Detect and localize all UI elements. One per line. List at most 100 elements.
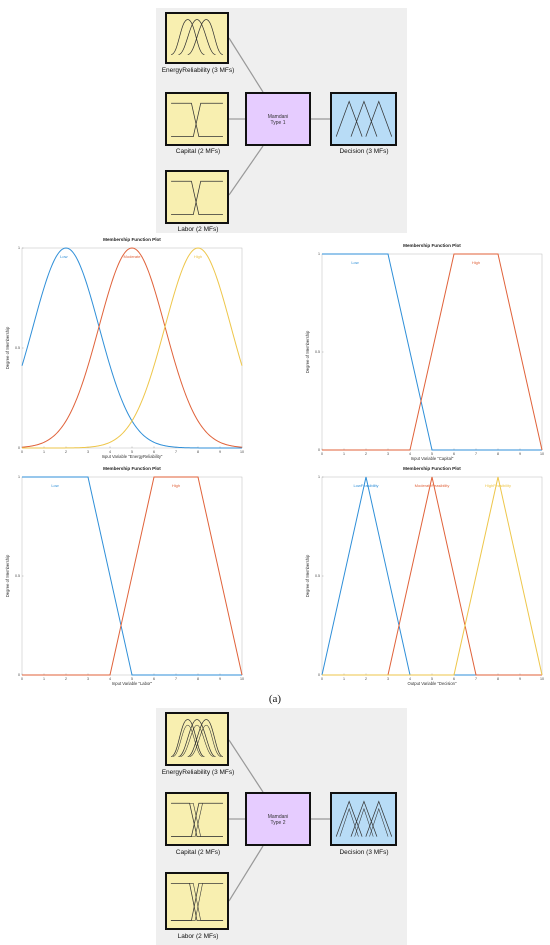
input-box-energyreliability[interactable] <box>165 712 229 766</box>
mf-label-high: High <box>172 483 180 488</box>
output-box-decision[interactable] <box>330 792 397 846</box>
input-box-energyreliability[interactable] <box>165 12 229 64</box>
trapezoid-mf-icon <box>171 802 223 837</box>
y-tick-label: 0 <box>318 448 320 452</box>
mf-label-low: Low <box>351 260 358 265</box>
input-label: Capital (2 MFs) <box>175 148 221 155</box>
input-box-labor[interactable] <box>165 170 229 224</box>
y-tick-label: 0 <box>18 446 20 450</box>
y-tick-label: 1 <box>318 475 320 479</box>
y-axis-label: Degree of Membership <box>5 554 10 597</box>
x-tick-label: 1 <box>343 677 345 681</box>
figure-caption: (a) <box>268 693 282 705</box>
y-tick-label: 1 <box>18 246 20 250</box>
mf-label-low: Low <box>51 483 58 488</box>
y-tick-label: 0 <box>18 673 20 677</box>
y-axis-label: Degree of Membership <box>305 330 310 373</box>
mf-curve-high <box>22 247 243 449</box>
gaussian-mf-icon <box>170 719 224 757</box>
triangle-mf-icon <box>335 100 393 137</box>
x-tick-label: 9 <box>219 677 221 681</box>
input-box-capital[interactable] <box>165 792 229 846</box>
y-axis-label: Degree of Membership <box>305 554 310 597</box>
mf-label-lowfeasibility: LowFeasibility <box>353 483 378 488</box>
x-tick-label: 3 <box>387 677 389 681</box>
mamdani-system-box[interactable]: Mamdani Type 1 <box>245 92 311 146</box>
output-label: Decision (3 MFs) <box>339 849 389 856</box>
fis-diagram-type2: EnergyReliability (3 MFs) Capital (2 MFs… <box>156 708 407 945</box>
x-tick-label: 6 <box>453 677 455 681</box>
mf-label-low: Low <box>60 254 67 259</box>
mf-plot-decision: Membership Function Plot 0 1 2 3 4 5 6 7 8 9 10 0 0.5… <box>300 463 550 693</box>
mf-curve-high <box>22 476 243 676</box>
x-tick-label: 9 <box>519 677 521 681</box>
x-tick-label: 0 <box>21 450 23 454</box>
x-tick-label: 0 <box>21 677 23 681</box>
mf-curve-high <box>322 253 543 451</box>
x-tick-label: 7 <box>475 677 477 681</box>
system-type-label: Type 2 <box>270 820 286 826</box>
plot-area <box>21 247 243 449</box>
x-tick-label: 6 <box>153 677 155 681</box>
x-axis-label: Input Variable "Capital" <box>411 456 454 461</box>
x-tick-label: 5 <box>131 450 133 454</box>
chart-title: Membership Function Plot <box>103 237 161 242</box>
input-label: Labor (2 MFs) <box>177 933 219 940</box>
y-tick-label: 0 <box>318 673 320 677</box>
x-tick-label: 6 <box>153 450 155 454</box>
input-box-labor[interactable] <box>165 872 229 930</box>
x-tick-label: 1 <box>43 450 45 454</box>
x-tick-label: 2 <box>365 452 367 456</box>
mamdani-system-box[interactable]: Mamdani Type 2 <box>245 792 311 846</box>
mf-label-highfeasibility: HighFeasibility <box>485 483 511 488</box>
x-tick-label: 1 <box>343 452 345 456</box>
y-tick-label: 0.5 <box>15 574 20 578</box>
mf-plot-energyreliability: Membership Function Plot 0 1 2 3 4 5 6 7 8 9 10 0 0.5… <box>0 234 250 466</box>
input-box-capital[interactable] <box>165 92 229 146</box>
mf-chart-decision: Membership Function Plot 0 1 2 3 4 5 6 7 8 9 10 0 0.5… <box>305 466 544 686</box>
mf-curve-low <box>22 476 242 676</box>
y-tick-label: 1 <box>18 475 20 479</box>
x-tick-label: 8 <box>197 677 199 681</box>
x-tick-label: 5 <box>431 452 433 456</box>
x-tick-label: 4 <box>409 677 411 681</box>
trapezoid-mf-icon <box>170 882 224 921</box>
mf-label-moderate: Moderate <box>124 254 142 259</box>
x-tick-label: 4 <box>409 452 411 456</box>
y-tick-label: 1 <box>318 252 320 256</box>
x-tick-label: 9 <box>219 450 221 454</box>
y-axis-label: Degree of Membership <box>5 326 10 369</box>
gaussian-mf-icon <box>170 19 224 55</box>
mf-label-high: High <box>472 260 480 265</box>
system-type-label: Type 1 <box>270 120 286 126</box>
x-tick-label: 2 <box>65 450 67 454</box>
x-tick-label: 0 <box>321 677 323 681</box>
x-tick-label: 8 <box>497 452 499 456</box>
x-tick-label: 10 <box>240 450 244 454</box>
system-type-label: Mamdani <box>267 114 289 120</box>
y-tick-label: 0.5 <box>315 350 320 354</box>
trapezoid-mf-icon <box>171 180 223 215</box>
input-label: Capital (2 MFs) <box>175 849 221 856</box>
mf-chart-capital: Membership Function Plot 0 1 2 3 4 5 6 7 8 9 10 0 0.5… <box>305 243 544 461</box>
x-axis-label: Input Variable "Labor" <box>112 681 153 686</box>
x-tick-label: 2 <box>65 677 67 681</box>
mf-curve-moderate <box>21 247 243 448</box>
output-label: Decision (3 MFs) <box>339 148 389 155</box>
x-tick-label: 4 <box>109 450 111 454</box>
input-label: EnergyReliability (3 MFs) <box>161 67 235 74</box>
trapezoid-mf-icon <box>171 102 223 137</box>
y-tick-label: 0.5 <box>15 346 20 350</box>
mf-curve-highfeasibility <box>322 476 543 676</box>
x-tick-label: 4 <box>109 677 111 681</box>
mf-label-moderatefeasibility: ModerateFeasibility <box>415 483 450 488</box>
mf-plot-capital: Membership Function Plot 0 1 2 3 4 5 6 7 8 9 10 0 0.5… <box>300 240 550 468</box>
x-axis-label: Output Variable "Decision" <box>408 681 457 686</box>
x-tick-label: 0 <box>321 452 323 456</box>
x-tick-label: 8 <box>197 450 199 454</box>
x-tick-label: 1 <box>43 677 45 681</box>
input-label: EnergyReliability (3 MFs) <box>161 769 235 776</box>
x-tick-label: 5 <box>431 677 433 681</box>
x-tick-label: 10 <box>540 452 544 456</box>
output-box-decision[interactable] <box>330 92 397 146</box>
